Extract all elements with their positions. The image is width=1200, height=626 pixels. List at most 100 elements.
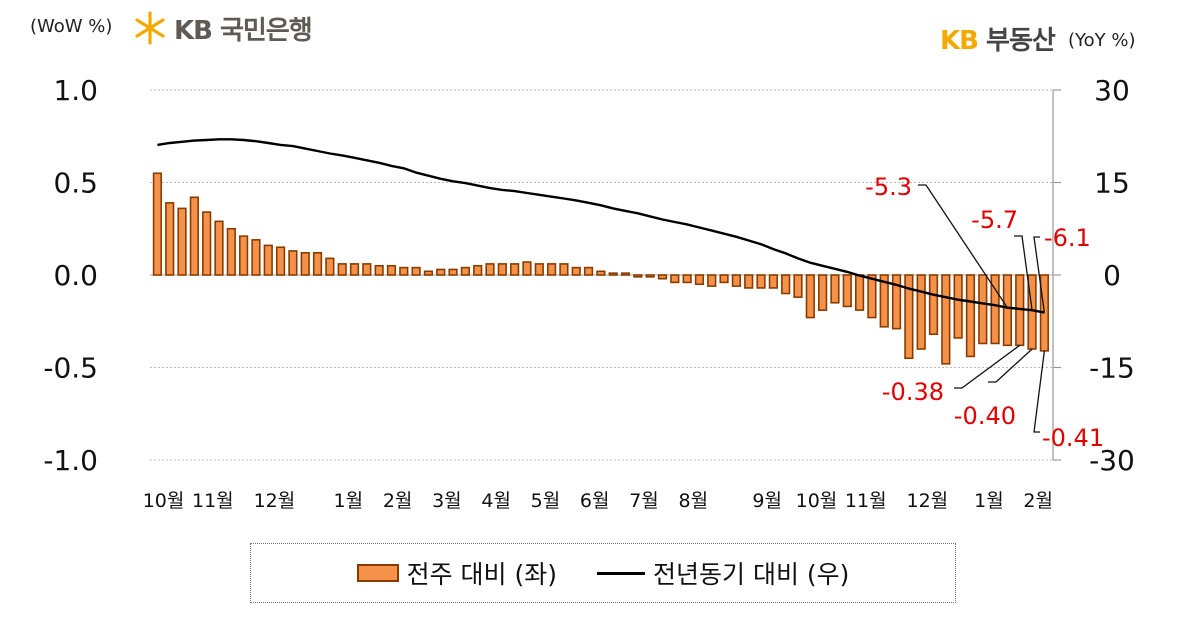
left-axis-tick-label: -1.0 bbox=[43, 444, 98, 477]
bar-wow bbox=[904, 274, 914, 360]
bar-wow bbox=[842, 274, 852, 308]
x-axis-label: 2월 bbox=[383, 490, 413, 512]
bar-wow bbox=[916, 274, 926, 350]
bar-wow bbox=[891, 274, 902, 330]
legend-item-yoy: 전년동기 대비 (우) bbox=[597, 555, 849, 591]
x-axis-label: 4월 bbox=[481, 490, 511, 512]
annotation-leader-line bbox=[1014, 235, 1033, 311]
bar-wow bbox=[546, 263, 557, 276]
bar-wow bbox=[682, 274, 692, 284]
right-axis-tick-label: -30 bbox=[1089, 444, 1135, 477]
bar-wow bbox=[633, 274, 643, 278]
x-axis-label: 11월 bbox=[192, 490, 234, 512]
annotation-leader-line bbox=[1033, 236, 1046, 313]
bar-wow bbox=[325, 257, 335, 276]
bar-wow bbox=[1002, 274, 1013, 347]
annotation-label: -0.38 bbox=[882, 378, 944, 406]
bar-wow bbox=[978, 274, 988, 345]
bar-wow bbox=[719, 274, 729, 284]
bar-wow bbox=[731, 274, 742, 287]
bar-wow bbox=[596, 270, 606, 276]
annotation-label: -0.40 bbox=[954, 402, 1016, 430]
bar-wow bbox=[879, 274, 889, 328]
x-axis-label: 2월 bbox=[1023, 490, 1053, 512]
bar-wow bbox=[867, 274, 877, 319]
legend-label-yoy: 전년동기 대비 (우) bbox=[653, 560, 850, 589]
bar-wow bbox=[608, 272, 618, 276]
left-axis-tick-label: 0.0 bbox=[53, 259, 98, 292]
bar-wow bbox=[374, 264, 384, 276]
x-axis-label: 1월 bbox=[974, 490, 1004, 512]
bar-wow bbox=[694, 274, 705, 286]
bar-wow bbox=[953, 274, 963, 339]
x-axis-label: 1월 bbox=[334, 490, 364, 512]
bar-wow bbox=[583, 266, 594, 276]
legend-bar-swatch bbox=[356, 564, 399, 582]
x-axis-label: 3월 bbox=[432, 490, 462, 512]
x-axis-label: 10월 bbox=[143, 490, 185, 512]
x-axis-label: 11월 bbox=[845, 490, 887, 512]
x-axis-label: 7월 bbox=[629, 490, 659, 512]
bar-wow bbox=[830, 274, 840, 304]
bar-wow bbox=[768, 274, 778, 289]
bar-wow bbox=[386, 264, 397, 276]
bar-wow bbox=[312, 252, 323, 276]
bar-wow bbox=[620, 272, 631, 276]
bar-wow bbox=[411, 266, 421, 276]
bar-wow bbox=[473, 264, 483, 276]
x-axis-label: 12월 bbox=[907, 490, 949, 512]
kb-real-estate-logo-kb: KB bbox=[940, 26, 979, 56]
bar-wow bbox=[854, 274, 865, 311]
kb-kookmin-bank-logo: KB 국민은행 bbox=[132, 8, 313, 48]
x-axis-label: 8월 bbox=[678, 490, 708, 512]
kb-star-icon bbox=[135, 11, 165, 45]
bar-wow bbox=[362, 263, 372, 276]
bar-wow bbox=[670, 274, 680, 284]
bar-wow bbox=[657, 274, 668, 280]
bar-wow bbox=[756, 274, 766, 289]
line-yoy bbox=[157, 138, 1045, 314]
bar-wow bbox=[990, 274, 1000, 345]
legend-line-swatch bbox=[597, 571, 645, 575]
annotation-label: -5.3 bbox=[865, 173, 912, 201]
bar-wow bbox=[571, 266, 581, 276]
bar-wow bbox=[337, 263, 347, 276]
chart-legend: 전주 대비 (좌) 전년동기 대비 (우) bbox=[250, 543, 956, 603]
x-axis-label: 12월 bbox=[254, 490, 296, 512]
bar-wow bbox=[349, 263, 360, 276]
bar-wow bbox=[460, 266, 470, 276]
bar-wow bbox=[251, 239, 261, 276]
bar-wow bbox=[275, 246, 286, 276]
bar-wow bbox=[928, 274, 939, 336]
bar-wow bbox=[152, 172, 163, 276]
bar-wow bbox=[559, 263, 569, 276]
right-axis-tick-label: 15 bbox=[1094, 167, 1130, 200]
kb-bank-logo-text: KB 국민은행 bbox=[174, 15, 313, 46]
x-axis-label: 10월 bbox=[796, 490, 838, 512]
annotation-label: -0.41 bbox=[1042, 424, 1104, 452]
right-axis-tick-label: 0 bbox=[1103, 259, 1121, 292]
bar-wow bbox=[805, 274, 815, 319]
kb-real-estate-logo-name: 부동산 bbox=[986, 26, 1056, 56]
annotation-leader-line bbox=[988, 348, 1033, 383]
bar-wow bbox=[965, 274, 976, 358]
bar-wow bbox=[288, 250, 298, 276]
annotation-leader-line bbox=[918, 184, 1008, 309]
kb-real-estate-logo: KB 부동산 bbox=[940, 20, 1056, 57]
left-axis-tick-label: 1.0 bbox=[53, 74, 98, 107]
bar-wow bbox=[189, 196, 199, 276]
bar-wow bbox=[226, 227, 236, 276]
bar-wow bbox=[300, 252, 310, 276]
legend-item-wow: 전주 대비 (좌) bbox=[356, 555, 557, 591]
left-axis-tick-label: -0.5 bbox=[43, 352, 98, 385]
bar-wow bbox=[202, 211, 212, 276]
bar-wow bbox=[793, 274, 803, 299]
annotation-leader-line bbox=[954, 344, 1021, 389]
bar-wow bbox=[239, 235, 249, 276]
bar-wow bbox=[485, 263, 495, 276]
bar-wow bbox=[497, 263, 507, 276]
bar-wow bbox=[781, 274, 791, 295]
bar-wow bbox=[436, 268, 446, 276]
bar-wow bbox=[399, 266, 409, 276]
